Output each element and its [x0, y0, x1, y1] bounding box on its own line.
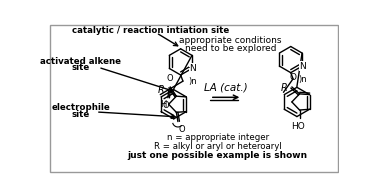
Text: O: O: [290, 73, 297, 82]
Text: just one possible example is shown: just one possible example is shown: [127, 151, 308, 160]
Text: )n: )n: [299, 75, 307, 84]
Text: R: R: [281, 83, 288, 93]
Text: R: R: [158, 85, 164, 95]
Text: n = appropriate integer: n = appropriate integer: [167, 133, 269, 142]
Text: catalytic / reaction intiation site: catalytic / reaction intiation site: [72, 27, 229, 35]
Text: )n: )n: [188, 77, 197, 86]
Text: R = alkyl or aryl or heteroaryl: R = alkyl or aryl or heteroaryl: [154, 142, 282, 151]
Text: electrophile: electrophile: [51, 103, 110, 112]
Text: LA (cat.): LA (cat.): [204, 83, 248, 93]
Text: N: N: [189, 64, 196, 73]
Text: O: O: [162, 101, 169, 110]
Text: ··: ··: [186, 65, 191, 71]
Text: site: site: [71, 110, 90, 119]
Text: appropriate conditions: appropriate conditions: [180, 36, 282, 45]
Text: HO: HO: [291, 121, 305, 131]
Text: N: N: [299, 62, 306, 71]
Text: site: site: [71, 63, 90, 72]
Text: need to be explored: need to be explored: [185, 44, 276, 53]
Text: H: H: [160, 100, 166, 109]
Text: O: O: [179, 125, 185, 134]
Text: O: O: [166, 74, 173, 83]
Text: activated alkene: activated alkene: [40, 57, 121, 66]
